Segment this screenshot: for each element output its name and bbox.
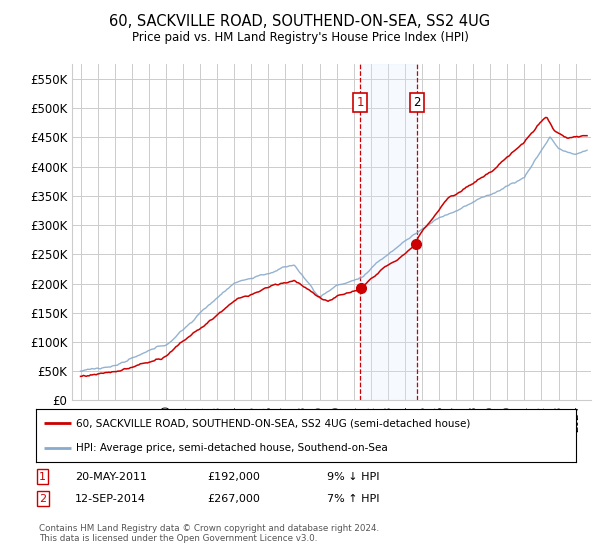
Text: Price paid vs. HM Land Registry's House Price Index (HPI): Price paid vs. HM Land Registry's House … <box>131 31 469 44</box>
Text: 20-MAY-2011: 20-MAY-2011 <box>75 472 147 482</box>
Text: Contains HM Land Registry data © Crown copyright and database right 2024.
This d: Contains HM Land Registry data © Crown c… <box>39 524 379 543</box>
Text: £267,000: £267,000 <box>207 494 260 504</box>
Text: 1: 1 <box>39 472 46 482</box>
Text: 12-SEP-2014: 12-SEP-2014 <box>75 494 146 504</box>
Text: 9% ↓ HPI: 9% ↓ HPI <box>327 472 380 482</box>
Text: £192,000: £192,000 <box>207 472 260 482</box>
Text: 1: 1 <box>356 96 364 109</box>
Bar <box>360 64 417 400</box>
Text: 60, SACKVILLE ROAD, SOUTHEND-ON-SEA, SS2 4UG (semi-detached house): 60, SACKVILLE ROAD, SOUTHEND-ON-SEA, SS2… <box>77 418 471 428</box>
Text: 7% ↑ HPI: 7% ↑ HPI <box>327 494 380 504</box>
Text: HPI: Average price, semi-detached house, Southend-on-Sea: HPI: Average price, semi-detached house,… <box>77 442 388 452</box>
Text: 2: 2 <box>39 494 46 504</box>
Text: 2: 2 <box>413 96 421 109</box>
Text: 60, SACKVILLE ROAD, SOUTHEND-ON-SEA, SS2 4UG: 60, SACKVILLE ROAD, SOUTHEND-ON-SEA, SS2… <box>109 14 491 29</box>
